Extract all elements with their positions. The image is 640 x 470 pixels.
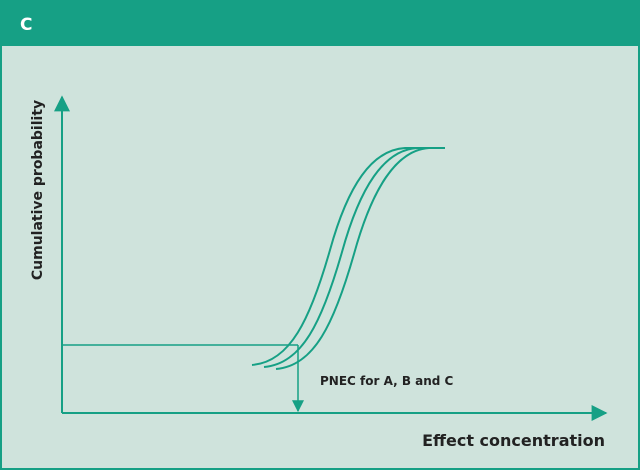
curves <box>251 147 445 370</box>
curve-a <box>251 147 420 366</box>
header-title: C <box>20 15 32 35</box>
x-axis-label: Effect concentration <box>422 431 605 450</box>
curve-b <box>263 147 433 368</box>
annotation: PNEC for A, B and C <box>320 374 454 388</box>
curve-c <box>275 147 445 370</box>
panel <box>2 46 638 468</box>
y-axis-label: Cumulative probability <box>30 100 46 280</box>
